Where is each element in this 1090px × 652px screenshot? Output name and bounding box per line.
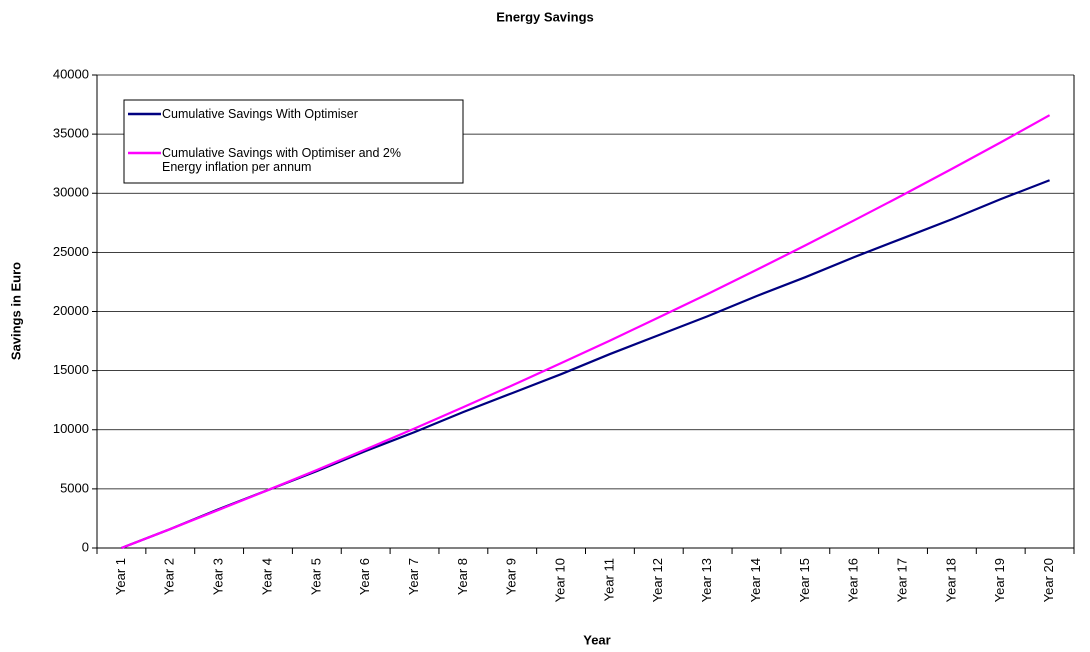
x-tick-label: Year 12 <box>650 558 665 602</box>
x-tick-label: Year 14 <box>748 558 763 602</box>
legend-box <box>123 99 464 184</box>
x-tick-label: Year 9 <box>504 558 519 595</box>
y-tick-label: 5000 <box>60 480 89 495</box>
legend-text: Cumulative Savings with Optimiser and 2%… <box>162 146 401 174</box>
x-tick-label: Year 16 <box>846 558 861 602</box>
x-tick-label: Year 13 <box>699 558 714 602</box>
x-tick-label: Year 19 <box>992 558 1007 602</box>
chart-title: Energy Savings <box>496 9 594 24</box>
x-tick-label: Year 10 <box>553 558 568 602</box>
legend-entry: Cumulative Savings With Optimiser <box>162 107 358 121</box>
x-tick-label: Year 8 <box>455 558 470 595</box>
series-line <box>121 114 1051 550</box>
legend-entry: Cumulative Savings with Optimiser and 2%… <box>162 146 401 174</box>
x-tick-label: Year 15 <box>797 558 812 602</box>
y-tick-label: 20000 <box>53 303 89 318</box>
y-tick-label: 35000 <box>53 126 89 141</box>
y-tick-label: 40000 <box>53 66 89 81</box>
x-tick-label: Year 20 <box>1041 558 1056 602</box>
x-tick-label: Year 17 <box>894 558 909 602</box>
x-tick-label: Year 5 <box>308 558 323 595</box>
x-tick-label: Year 4 <box>259 558 274 595</box>
x-tick-label: Year 2 <box>162 558 177 595</box>
y-tick-label: 30000 <box>53 185 89 200</box>
y-tick-label: 25000 <box>53 244 89 259</box>
x-axis-label: Year <box>583 632 610 647</box>
x-tick-label: Year 1 <box>113 558 128 595</box>
x-tick-label: Year 3 <box>211 558 226 595</box>
legend-text: Cumulative Savings With Optimiser <box>162 107 358 121</box>
x-tick-label: Year 18 <box>943 558 958 602</box>
y-tick-label: 0 <box>82 539 89 554</box>
y-axis-label: Savings in Euro <box>8 262 23 360</box>
x-tick-label: Year 6 <box>357 558 372 595</box>
x-tick-label: Year 7 <box>406 558 421 595</box>
y-tick-label: 15000 <box>53 362 89 377</box>
x-tick-label: Year 11 <box>601 558 616 601</box>
y-tick-label: 10000 <box>53 421 89 436</box>
